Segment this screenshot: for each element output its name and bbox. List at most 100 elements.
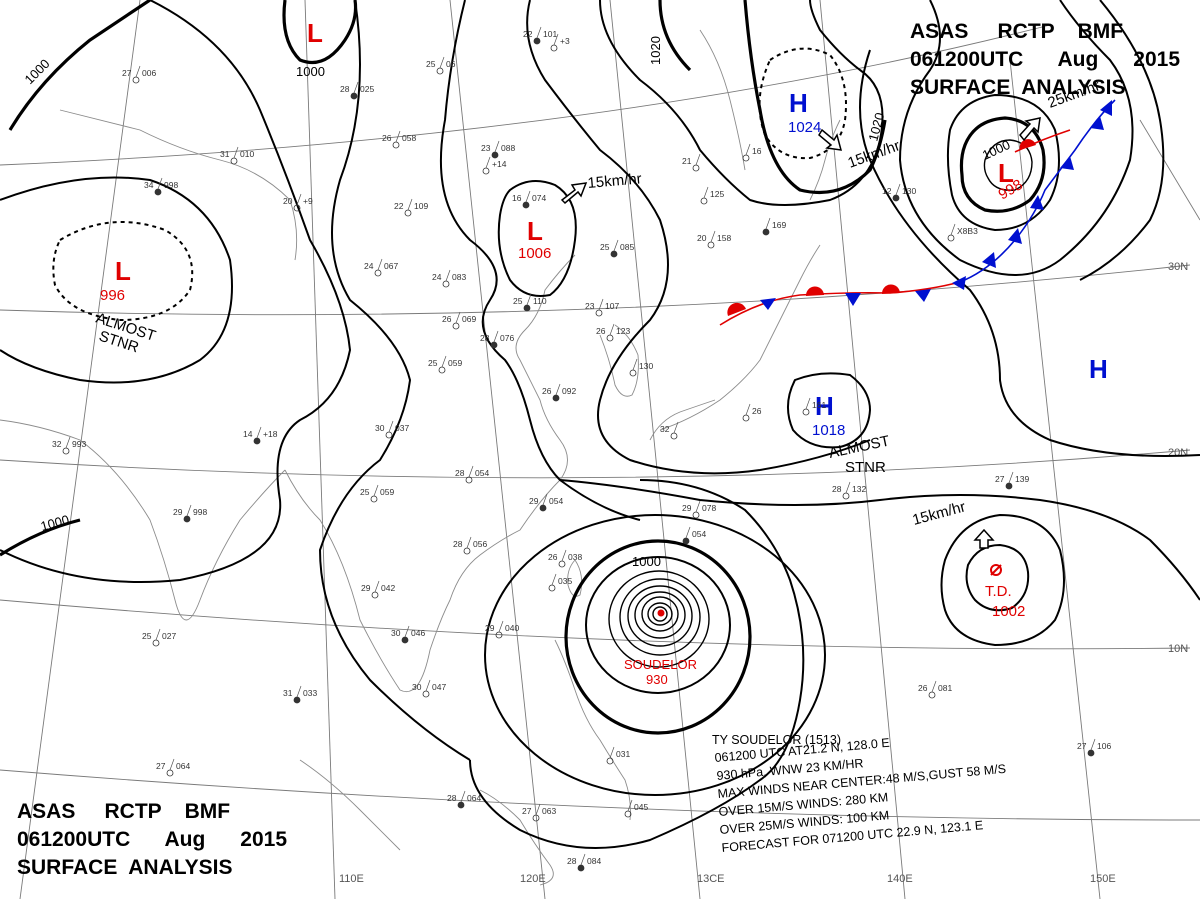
wind-barb-icon (931, 680, 937, 693)
wind-barb-icon (374, 580, 380, 593)
isobar-label-1020-b: 1020 (865, 111, 887, 143)
isobar-label-sw-1000: 1000 (39, 512, 71, 534)
station-value: 132 (852, 484, 866, 494)
station-plot: 29 040 (485, 620, 519, 639)
station-value: 130 (639, 361, 653, 371)
warm-front-semicircle-icon (727, 302, 746, 316)
station-temperature: 28 (832, 484, 842, 494)
station-temperature: 26 (596, 326, 606, 336)
station-plot: 25 085 (600, 239, 634, 258)
station-plot: +14 (482, 156, 507, 175)
header-line1: ASAS RCTP BMF (910, 20, 1123, 43)
station-plot: 25 059 (428, 355, 462, 374)
station-circle-icon (610, 250, 618, 258)
station-plot: 045 (624, 799, 648, 818)
station-value: 084 (587, 856, 601, 866)
station-circle-icon (442, 280, 450, 288)
wind-barb-icon (65, 436, 71, 449)
cold-front-triangle-icon (1090, 116, 1104, 130)
station-temperature: 25 (360, 487, 370, 497)
isobar-ne-inner (983, 139, 1033, 191)
wind-barb-icon (353, 81, 359, 94)
cold-front-triangle-icon (1100, 100, 1112, 116)
station-circle-icon (606, 334, 614, 342)
typhoon-name: SOUDELOR (624, 657, 697, 672)
motion-arrow-icon (973, 528, 995, 549)
station-value: 040 (505, 623, 519, 633)
wind-barb-icon (157, 177, 163, 190)
low-west: L 996 ALMOST STNR (94, 256, 158, 356)
station-value: 037 (395, 423, 409, 433)
station-temperature: 26 (918, 683, 928, 693)
station-plot: 32 993 (52, 436, 86, 455)
low-center-pressure: 1006 (518, 245, 551, 262)
typhoon-soudelor: SOUDELOR 930 (624, 657, 697, 687)
station-circle-icon (253, 437, 261, 445)
station-plot: 24 083 (432, 269, 466, 288)
wind-barb-icon (155, 628, 161, 641)
station-circle-icon (552, 394, 560, 402)
station-circle-icon (595, 309, 603, 317)
station-plot: 14 +18 (243, 426, 278, 445)
station-circle-icon (371, 591, 379, 599)
station-circle-icon (490, 341, 498, 349)
station-plot: 27 063 (522, 803, 556, 822)
isobar-south-long (559, 479, 1200, 601)
station-temperature: 22 (394, 201, 404, 211)
station-plot: 16 074 (512, 190, 546, 209)
station-circle-icon (548, 584, 556, 592)
isobar-ne-1000 (959, 116, 1046, 213)
station-value: +18 (263, 429, 278, 439)
station-value: 16 (752, 146, 762, 156)
lat-line-10n (0, 599, 1191, 650)
motion-arrow-icon (560, 182, 588, 205)
motion-arrows (560, 117, 1041, 549)
station-temperature: 31 (220, 149, 230, 159)
lon-line-150e (1009, 59, 1101, 899)
station-plot: 29 042 (361, 580, 395, 599)
station-plot: 22 101 (523, 26, 557, 45)
typhoon-pressure: 930 (646, 672, 668, 687)
cold-front-triangle-icon (915, 289, 931, 302)
grid-labels: 110E 120E 13CE 140E 150E 10N 20N 30N (339, 261, 1188, 885)
low-top-symbol: L (307, 18, 323, 48)
coast-china (515, 254, 576, 481)
station-plot: 035 (548, 573, 572, 592)
station-value: 045 (634, 802, 648, 812)
wind-barb-icon (542, 493, 548, 506)
station-value: 998 (164, 180, 178, 190)
station-circle-icon (692, 164, 700, 172)
isobar-mid-a (439, 0, 641, 521)
lon-label-120e: 120E (520, 873, 546, 885)
station-value: 058 (402, 133, 416, 143)
wind-barb-icon (1090, 738, 1096, 751)
header-top-right: ASAS RCTP BMF 061200UTC Aug 2015 SURFACE… (910, 20, 1180, 99)
wind-barb-icon (395, 130, 401, 143)
station-plot: 29 054 (529, 493, 563, 512)
station-plot: 30 046 (391, 625, 425, 644)
wind-barb-icon (598, 298, 604, 311)
footer-line2: 061200UTC Aug 2015 (17, 828, 287, 851)
station-value: 038 (568, 552, 582, 562)
station-value: 078 (702, 503, 716, 513)
warm-front-semicircle-icon (805, 286, 824, 296)
station-temperature: 16 (512, 193, 522, 203)
station-temperature: 29 (682, 503, 692, 513)
footer-line3: SURFACE ANALYSIS (17, 856, 233, 879)
station-value: 074 (532, 193, 546, 203)
wind-barb-icon (555, 383, 561, 396)
isobars (0, 0, 1200, 849)
isobar-ne-1 (946, 93, 1060, 232)
header-line2: 061200UTC Aug 2015 (910, 48, 1180, 71)
wind-barb-icon (627, 799, 633, 812)
station-value: 101 (543, 29, 557, 39)
station-plot: 28 084 (567, 853, 601, 872)
td-east-pressure: 1002 (992, 603, 1025, 620)
station-value: 06 (446, 59, 456, 69)
station-circle-icon (629, 369, 637, 377)
station-temperature: 30 (375, 423, 385, 433)
front-line-east (959, 99, 1116, 283)
wind-barb-icon (388, 420, 394, 433)
station-circle-icon (692, 511, 700, 519)
